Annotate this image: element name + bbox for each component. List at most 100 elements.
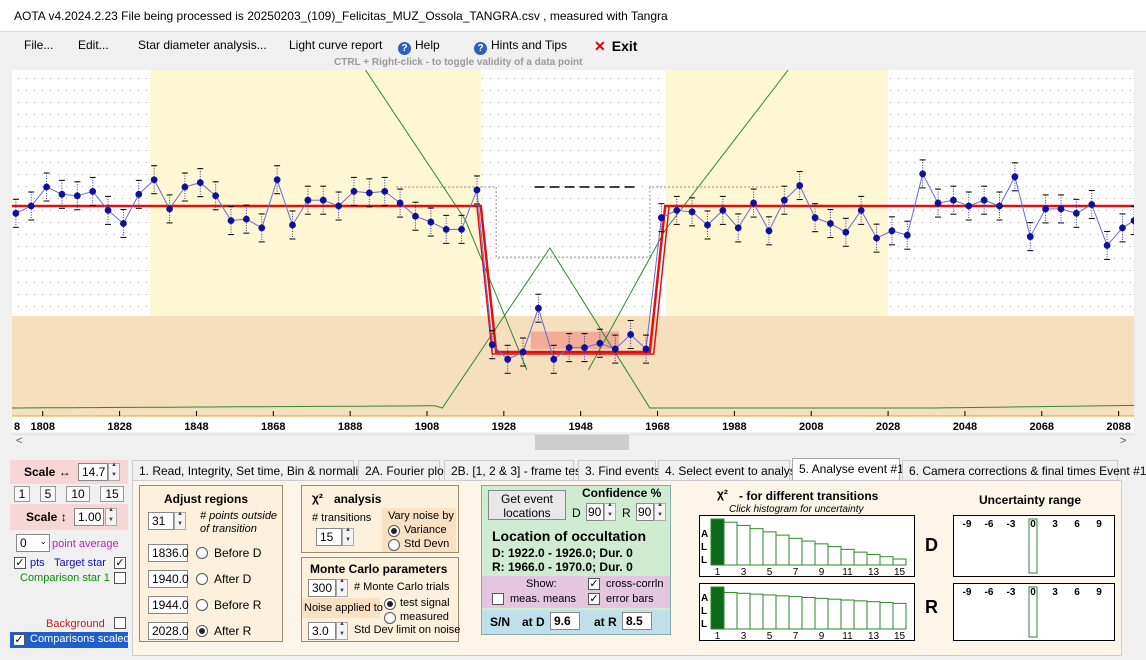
before-d-radio[interactable]	[196, 547, 208, 559]
confidence-d-spinner[interactable]	[604, 502, 616, 521]
uncertainty-area[interactable]: Uncertainty range -9 -6 -3 0 3 6 9 -9 -6 -3 0 3 6 9	[949, 483, 1119, 653]
point-average-select[interactable]: 0 ⌄	[16, 534, 50, 552]
variance-radio[interactable]	[388, 525, 400, 537]
scale-button-10[interactable]: 10	[66, 486, 90, 502]
scale-button-15[interactable]: 15	[100, 486, 124, 502]
event-location-box: Get event locations Confidence % D 90 R …	[481, 485, 671, 635]
menu-edit[interactable]: Edit...	[78, 38, 109, 52]
scale-button-5[interactable]: 5	[40, 486, 56, 502]
tab-read-integrity[interactable]: 1. Read, Integrity, Set time, Bin & norm…	[132, 460, 371, 480]
comparisons-scaled-checkbox[interactable]: ✓	[13, 634, 25, 646]
points-outside-spinner[interactable]	[174, 511, 186, 530]
tab-analyse-event[interactable]: 5. Analyse event #1	[792, 458, 904, 480]
after-r-input[interactable]: 2028.0	[148, 622, 189, 640]
light-curve-svg[interactable]: 8 1808 1828 1848 1868 1888 1908 1928 1948 1968 198…	[12, 70, 1134, 432]
data-point	[980, 196, 988, 204]
before-r-radio[interactable]	[196, 599, 208, 611]
scale-h-input[interactable]: 14.7	[78, 463, 108, 481]
stddev-limit-spinner[interactable]	[336, 621, 348, 640]
plot-scrollbar[interactable]: < >	[12, 434, 1134, 450]
data-point	[950, 196, 957, 204]
data-point	[396, 199, 404, 207]
histogram-tick-label: 9	[819, 567, 825, 577]
after-r-radio[interactable]	[196, 625, 208, 637]
scale-h-spinner[interactable]	[108, 462, 120, 481]
data-point	[504, 355, 512, 363]
histogram-bar	[827, 598, 842, 630]
x-tick-label: 1968	[645, 421, 669, 432]
uncertainty-d-plot[interactable]: -9 -6 -3 0 3 6 9	[953, 515, 1115, 577]
error-bars-checkbox[interactable]: ✓	[588, 593, 600, 605]
get-event-locations-button[interactable]: Get event locations	[488, 490, 566, 520]
menu-hints[interactable]: ? Hints and Tips	[474, 38, 567, 55]
tab-select-event[interactable]: 4. Select event to analyse	[658, 460, 802, 480]
menu-file[interactable]: File...	[24, 38, 54, 52]
scale-v-input[interactable]: 1.00	[74, 508, 104, 526]
tab-camera-corrections[interactable]: 6. Camera corrections & final times Even…	[902, 460, 1146, 480]
meas-means-checkbox[interactable]	[492, 593, 504, 605]
stddev-limit-input[interactable]: 3.0	[308, 622, 336, 640]
data-point	[581, 344, 588, 352]
std-devn-radio[interactable]	[388, 539, 400, 551]
tab-fourier-plot[interactable]: 2A. Fourier plot	[358, 460, 447, 480]
light-curve-plot[interactable]: 8 1808 1828 1848 1868 1888 1908 1928 1948 1968 198…	[12, 70, 1134, 432]
points-outside-input[interactable]: 31	[148, 512, 174, 530]
comparison-star-checkbox[interactable]	[114, 572, 126, 584]
data-point	[1057, 205, 1065, 213]
monte-carlo-trials-spinner[interactable]	[336, 578, 348, 597]
histogram-tick-label: 11	[842, 631, 853, 641]
confidence-d-input[interactable]: 90	[586, 503, 604, 521]
data-point	[227, 217, 235, 225]
after-d-input[interactable]: 1940.0	[148, 570, 189, 588]
data-point	[73, 192, 81, 200]
comparisons-scaled-row[interactable]: ✓ Comparisons scaled	[10, 632, 130, 648]
pts-checkbox[interactable]: ✓	[14, 557, 26, 569]
before-d-input[interactable]: 1836.0	[148, 544, 189, 562]
after-d-radio[interactable]	[196, 573, 208, 585]
menu-help[interactable]: ? Help	[398, 38, 440, 55]
background-checkbox[interactable]	[114, 617, 126, 629]
histogram-bar	[801, 540, 816, 566]
data-point	[780, 196, 788, 204]
uncertainty-tick-label: -9	[963, 519, 972, 530]
scale-v-spinner[interactable]	[105, 507, 117, 526]
before-r-input[interactable]: 1944.0	[148, 596, 189, 614]
scroll-thumb[interactable]	[535, 435, 629, 450]
histogram-bar	[879, 602, 894, 630]
transitions-label: # transitions	[312, 512, 372, 524]
chi2-symbol: χ²	[312, 491, 323, 505]
histogram-bar	[892, 558, 907, 566]
menu-light-curve-report[interactable]: Light curve report	[289, 38, 383, 52]
histogram-bar	[853, 600, 868, 630]
confidence-r-input[interactable]: 90	[636, 503, 654, 521]
menu-star-diameter[interactable]: Star diameter analysis...	[138, 38, 267, 52]
chi2-histogram-area[interactable]: χ² - for different transitions Click his…	[689, 483, 939, 653]
measured-radio[interactable]	[384, 612, 396, 624]
data-point	[1011, 173, 1019, 181]
cross-corr-checkbox[interactable]: ✓	[588, 578, 600, 590]
tab-find-events[interactable]: 3. Find events	[578, 460, 660, 480]
data-point	[903, 231, 911, 239]
histogram-bar	[710, 518, 725, 566]
uncertainty-r-plot[interactable]: -9 -6 -3 0 3 6 9	[953, 583, 1115, 641]
monte-carlo-trials-input[interactable]: 300	[308, 579, 336, 597]
test-signal-radio[interactable]	[384, 598, 396, 610]
scroll-right-icon[interactable]: >	[1120, 435, 1127, 447]
data-point	[1026, 233, 1034, 241]
uncertainty-zero-bar	[1028, 586, 1038, 638]
transitions-spinner[interactable]	[342, 527, 354, 546]
histogram-bar	[723, 521, 738, 566]
scale-button-1[interactable]: 1	[14, 486, 30, 502]
histogram-bar	[775, 595, 790, 630]
transitions-input[interactable]: 15	[316, 528, 342, 546]
confidence-r-spinner[interactable]	[654, 502, 666, 521]
histogram-tick-label: 13	[868, 631, 880, 641]
scroll-left-icon[interactable]: <	[16, 435, 23, 447]
target-star-checkbox[interactable]: ✓	[114, 557, 126, 569]
histogram-bar	[723, 591, 738, 630]
comparisons-scaled-label: Comparisons scaled	[30, 633, 130, 645]
menu-exit[interactable]: ✕ Exit	[594, 38, 637, 55]
tab-frame-test[interactable]: 2B. [1, 2 & 3] - frame test	[444, 460, 584, 480]
